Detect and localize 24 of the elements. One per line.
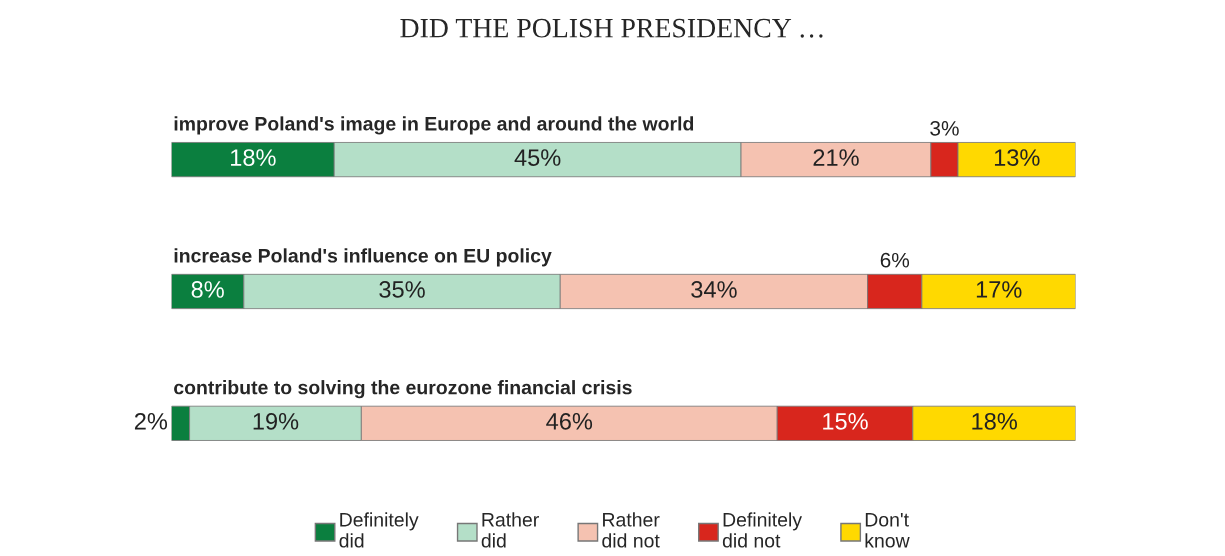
chart-title: DID THE POLISH PRESIDENCY … bbox=[400, 18, 823, 38]
y-tick-label: increase Poland's influence on EU policy bbox=[174, 248, 552, 267]
legend-label: Definitely did not bbox=[722, 512, 802, 548]
data-label: 45% bbox=[514, 149, 561, 166]
data-label: 19% bbox=[253, 412, 299, 430]
data-label: 18% bbox=[972, 412, 1017, 430]
y-tick-label: contribute to solving the eurozone financial crisis bbox=[174, 380, 632, 399]
data-label: 34% bbox=[691, 281, 737, 298]
data-label: 46% bbox=[546, 412, 593, 430]
data-label: 18% bbox=[231, 149, 276, 166]
legend-label: Rather did bbox=[481, 512, 539, 548]
legend-label: Rather did not bbox=[602, 512, 660, 548]
legend-label: Definitely did bbox=[339, 512, 419, 548]
y-tick-label: improve Poland's image in Europe and around the world bbox=[174, 116, 694, 135]
data-label: 8% bbox=[191, 281, 224, 298]
data-label: 2% bbox=[134, 412, 168, 430]
data-label: 13% bbox=[994, 149, 1040, 166]
data-label: 21% bbox=[813, 149, 859, 166]
data-label: 15% bbox=[823, 413, 868, 430]
data-label: 35% bbox=[379, 281, 425, 298]
data-label: 3% bbox=[930, 120, 959, 136]
legend-label: Don't know bbox=[865, 513, 910, 548]
data-label: 17% bbox=[976, 281, 1022, 298]
data-label: 6% bbox=[880, 252, 910, 268]
